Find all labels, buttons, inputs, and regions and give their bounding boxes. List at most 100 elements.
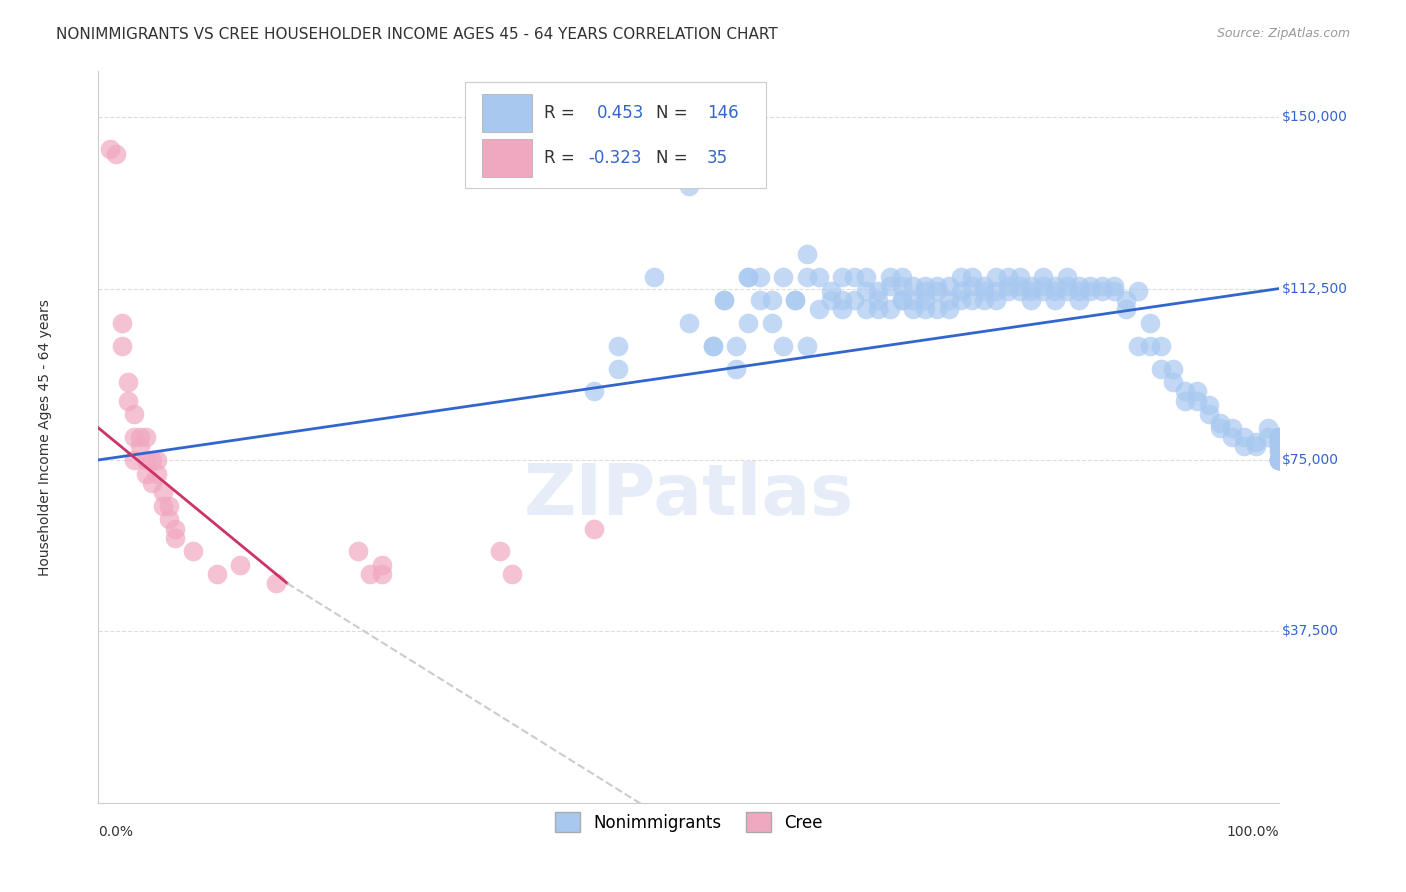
FancyBboxPatch shape: [464, 82, 766, 188]
Point: [607, 338, 630, 352]
Point: [1268, 434, 1291, 449]
Text: $150,000: $150,000: [1282, 110, 1348, 124]
Text: 35: 35: [707, 149, 728, 167]
Point: [914, 284, 936, 298]
Point: [1209, 421, 1232, 435]
Point: [135, 453, 157, 467]
Text: N =: N =: [655, 103, 693, 121]
Point: [925, 284, 948, 298]
Point: [122, 430, 145, 444]
Point: [890, 270, 912, 285]
Point: [879, 301, 901, 317]
Point: [1115, 301, 1137, 317]
Point: [984, 270, 1007, 285]
Text: 0.0%: 0.0%: [98, 825, 134, 838]
Text: $112,500: $112,500: [1282, 282, 1348, 295]
Point: [1233, 439, 1256, 453]
Point: [866, 293, 889, 307]
Point: [135, 467, 157, 481]
Point: [702, 338, 724, 352]
Point: [1257, 421, 1279, 435]
Point: [264, 576, 287, 591]
Point: [855, 284, 877, 298]
Point: [1174, 384, 1197, 399]
Point: [122, 407, 145, 421]
Point: [925, 301, 948, 317]
Point: [748, 270, 770, 285]
Text: -0.323: -0.323: [589, 149, 643, 167]
Point: [1268, 453, 1291, 467]
Point: [501, 567, 523, 582]
Point: [855, 301, 877, 317]
Point: [152, 499, 174, 513]
Point: [1268, 434, 1291, 449]
Point: [903, 279, 925, 293]
Point: [938, 301, 960, 317]
Point: [1268, 430, 1291, 444]
Point: [831, 293, 853, 307]
Point: [1209, 417, 1232, 431]
Point: [1032, 284, 1054, 298]
Text: $75,000: $75,000: [1282, 453, 1339, 467]
Point: [879, 279, 901, 293]
Point: [1268, 434, 1291, 449]
Point: [141, 475, 163, 490]
Point: [713, 293, 735, 307]
Point: [844, 270, 866, 285]
Point: [1008, 284, 1031, 298]
Point: [962, 293, 984, 307]
Point: [1043, 293, 1066, 307]
Point: [702, 338, 724, 352]
Point: [1268, 453, 1291, 467]
Point: [890, 293, 912, 307]
Point: [1115, 293, 1137, 307]
Legend: Nonimmigrants, Cree: Nonimmigrants, Cree: [541, 798, 837, 846]
Point: [914, 293, 936, 307]
Point: [678, 316, 700, 330]
Text: R =: R =: [544, 149, 579, 167]
Point: [1080, 279, 1102, 293]
Point: [831, 301, 853, 317]
Point: [98, 142, 121, 156]
Text: Source: ZipAtlas.com: Source: ZipAtlas.com: [1216, 27, 1350, 40]
Point: [165, 521, 187, 535]
Point: [1161, 375, 1184, 389]
Point: [1091, 284, 1114, 298]
Point: [1043, 279, 1066, 293]
Point: [1257, 430, 1279, 444]
Point: [1056, 284, 1078, 298]
Point: [1021, 284, 1043, 298]
Point: [371, 567, 394, 582]
Point: [583, 384, 606, 399]
Point: [359, 567, 381, 582]
Point: [1032, 270, 1054, 285]
Point: [903, 293, 925, 307]
Point: [1067, 284, 1090, 298]
Point: [1220, 421, 1243, 435]
Point: [1126, 338, 1149, 352]
Point: [1268, 434, 1291, 449]
Text: $37,500: $37,500: [1282, 624, 1339, 639]
Point: [1268, 453, 1291, 467]
Point: [725, 338, 748, 352]
Point: [1268, 439, 1291, 453]
Point: [1139, 316, 1161, 330]
Point: [347, 544, 370, 558]
Point: [820, 284, 842, 298]
Point: [181, 544, 204, 558]
Point: [128, 439, 150, 453]
Point: [890, 279, 912, 293]
Point: [737, 270, 759, 285]
Point: [914, 279, 936, 293]
Point: [146, 467, 169, 481]
Point: [607, 361, 630, 376]
Point: [1185, 384, 1208, 399]
Point: [1008, 279, 1031, 293]
Point: [643, 270, 665, 285]
Point: [785, 293, 807, 307]
Point: [997, 279, 1019, 293]
Point: [1008, 270, 1031, 285]
Point: [583, 521, 606, 535]
Point: [1080, 284, 1102, 298]
Point: [973, 284, 995, 298]
